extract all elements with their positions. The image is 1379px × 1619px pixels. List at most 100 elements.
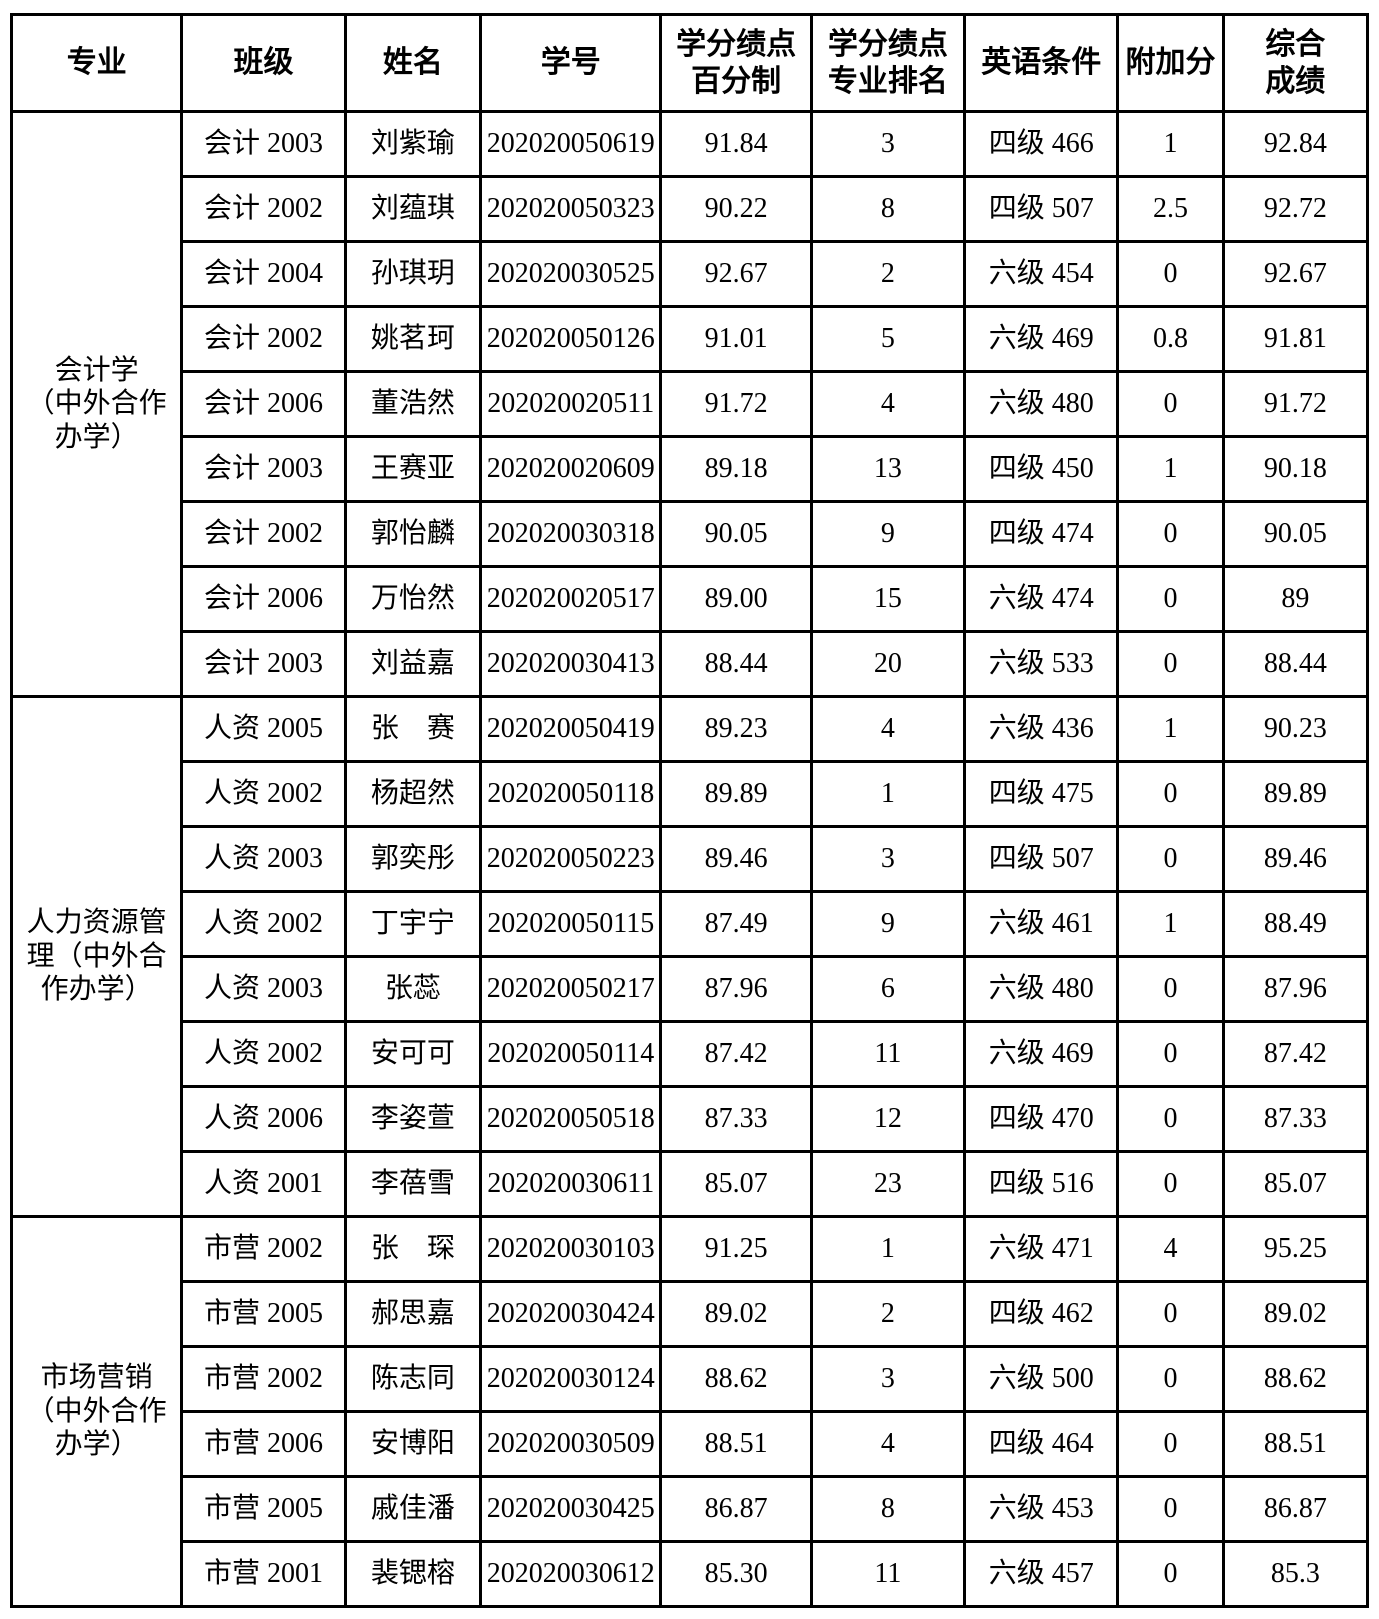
student-id-cell: 202020050323 — [479, 175, 663, 243]
student-id-cell: 202020030611 — [479, 1150, 663, 1218]
english-cell: 四级 462 — [963, 1280, 1120, 1348]
total-cell: 90.18 — [1221, 435, 1370, 503]
total-cell: 85.3 — [1221, 1540, 1370, 1608]
english-cell: 六级 480 — [963, 370, 1120, 438]
english-cell: 四级 516 — [963, 1150, 1120, 1218]
english-cell: 六级 471 — [963, 1215, 1120, 1283]
student-id-cell: 202020050118 — [479, 760, 663, 828]
class-cell: 会计 2006 — [180, 565, 347, 633]
bonus-cell: 2.5 — [1116, 175, 1225, 243]
bonus-cell: 0 — [1116, 1280, 1225, 1348]
table-row: 市营 2005 郝思嘉 202020030424 89.02 2 四级 462 … — [12, 1280, 1370, 1348]
class-cell: 人资 2002 — [180, 890, 347, 958]
class-cell: 市营 2006 — [180, 1410, 347, 1478]
bonus-cell: 0 — [1116, 1150, 1225, 1218]
rank-cell: 5 — [809, 305, 967, 373]
class-cell: 人资 2006 — [180, 1085, 347, 1153]
class-cell: 人资 2003 — [180, 955, 347, 1023]
bonus-cell: 0 — [1116, 370, 1225, 438]
gpa-cell: 90.22 — [659, 175, 813, 243]
name-cell: 郭怡麟 — [343, 500, 483, 568]
table-row: 市营 2006 安博阳 202020030509 88.51 4 四级 464 … — [12, 1410, 1370, 1478]
name-cell: 张 琛 — [343, 1215, 483, 1283]
class-cell: 市营 2001 — [180, 1540, 347, 1608]
bonus-cell: 1 — [1116, 110, 1225, 178]
english-cell: 四级 450 — [963, 435, 1120, 503]
rank-cell: 8 — [809, 175, 967, 243]
student-id-cell: 202020030509 — [479, 1410, 663, 1478]
english-cell: 六级 461 — [963, 890, 1120, 958]
col-header-total: 综合 成绩 — [1221, 13, 1370, 113]
student-id-cell: 202020030425 — [479, 1475, 663, 1543]
class-cell: 市营 2005 — [180, 1280, 347, 1348]
gpa-cell: 89.00 — [659, 565, 813, 633]
class-cell: 人资 2002 — [180, 1020, 347, 1088]
gpa-cell: 90.05 — [659, 500, 813, 568]
gpa-cell: 91.25 — [659, 1215, 813, 1283]
bonus-cell: 1 — [1116, 695, 1225, 763]
table-row: 人资 2006 李姿萱 202020050518 87.33 12 四级 470… — [12, 1085, 1370, 1153]
table-row: 市营 2002 陈志同 202020030124 88.62 3 六级 500 … — [12, 1345, 1370, 1413]
bonus-cell: 0.8 — [1116, 305, 1225, 373]
total-cell: 92.67 — [1221, 240, 1370, 308]
english-cell: 六级 480 — [963, 955, 1120, 1023]
col-header-major-rank: 学分绩点 专业排名 — [809, 13, 967, 113]
name-cell: 李蓓雪 — [343, 1150, 483, 1218]
english-cell: 四级 474 — [963, 500, 1120, 568]
total-cell: 89.89 — [1221, 760, 1370, 828]
class-cell: 人资 2005 — [180, 695, 347, 763]
table-row: 会计 2003 王赛亚 202020020609 89.18 13 四级 450… — [12, 435, 1370, 503]
gpa-cell: 91.01 — [659, 305, 813, 373]
english-cell: 六级 454 — [963, 240, 1120, 308]
class-cell: 人资 2001 — [180, 1150, 347, 1218]
total-cell: 90.23 — [1221, 695, 1370, 763]
col-header-english: 英语条件 — [963, 13, 1120, 113]
table-row: 会计 2004 孙琪玥 202020030525 92.67 2 六级 454 … — [12, 240, 1370, 308]
gpa-cell: 87.49 — [659, 890, 813, 958]
rank-cell: 9 — [809, 890, 967, 958]
table-row: 人资 2001 李蓓雪 202020030611 85.07 23 四级 516… — [12, 1150, 1370, 1218]
total-cell: 90.05 — [1221, 500, 1370, 568]
gpa-cell: 86.87 — [659, 1475, 813, 1543]
table-row: 市营 2005 戚佳潘 202020030425 86.87 8 六级 453 … — [12, 1475, 1370, 1543]
bonus-cell: 0 — [1116, 500, 1225, 568]
student-id-cell: 202020030124 — [479, 1345, 663, 1413]
table-row: 会计 2003 刘益嘉 202020030413 88.44 20 六级 533… — [12, 630, 1370, 698]
total-cell: 87.33 — [1221, 1085, 1370, 1153]
student-id-cell: 202020050223 — [479, 825, 663, 893]
rank-cell: 11 — [809, 1020, 967, 1088]
total-cell: 88.62 — [1221, 1345, 1370, 1413]
rank-cell: 13 — [809, 435, 967, 503]
english-cell: 六级 474 — [963, 565, 1120, 633]
english-cell: 六级 500 — [963, 1345, 1120, 1413]
english-cell: 六级 469 — [963, 305, 1120, 373]
class-cell: 会计 2002 — [180, 500, 347, 568]
total-cell: 87.96 — [1221, 955, 1370, 1023]
name-cell: 姚茗珂 — [343, 305, 483, 373]
rank-cell: 9 — [809, 500, 967, 568]
table-row: 会计 2002 郭怡麟 202020030318 90.05 9 四级 474 … — [12, 500, 1370, 568]
table-row: 会计学 （中外合作 办学） 会计 2003 刘紫瑜 202020050619 9… — [9, 110, 1370, 698]
class-cell: 会计 2006 — [180, 370, 347, 438]
gpa-cell: 89.89 — [659, 760, 813, 828]
rank-cell: 2 — [809, 240, 967, 308]
class-cell: 会计 2002 — [180, 175, 347, 243]
bonus-cell: 0 — [1116, 1085, 1225, 1153]
name-cell: 王赛亚 — [343, 435, 483, 503]
rank-cell: 2 — [809, 1280, 967, 1348]
gpa-cell: 89.18 — [659, 435, 813, 503]
class-cell: 市营 2002 — [180, 1345, 347, 1413]
rank-cell: 4 — [809, 1410, 967, 1478]
table-row: 会计 2002 姚茗珂 202020050126 91.01 5 六级 469 … — [12, 305, 1370, 373]
table-row: 人资 2002 杨超然 202020050118 89.89 1 四级 475 … — [12, 760, 1370, 828]
bonus-cell: 1 — [1116, 435, 1225, 503]
gpa-cell: 89.23 — [659, 695, 813, 763]
rank-cell: 1 — [809, 1215, 967, 1283]
name-cell: 陈志同 — [343, 1345, 483, 1413]
name-cell: 孙琪玥 — [343, 240, 483, 308]
english-cell: 四级 464 — [963, 1410, 1120, 1478]
gpa-cell: 92.67 — [659, 240, 813, 308]
table-row: 会计 2006 万怡然 202020020517 89.00 15 六级 474… — [12, 565, 1370, 633]
name-cell: 董浩然 — [343, 370, 483, 438]
name-cell: 郝思嘉 — [343, 1280, 483, 1348]
